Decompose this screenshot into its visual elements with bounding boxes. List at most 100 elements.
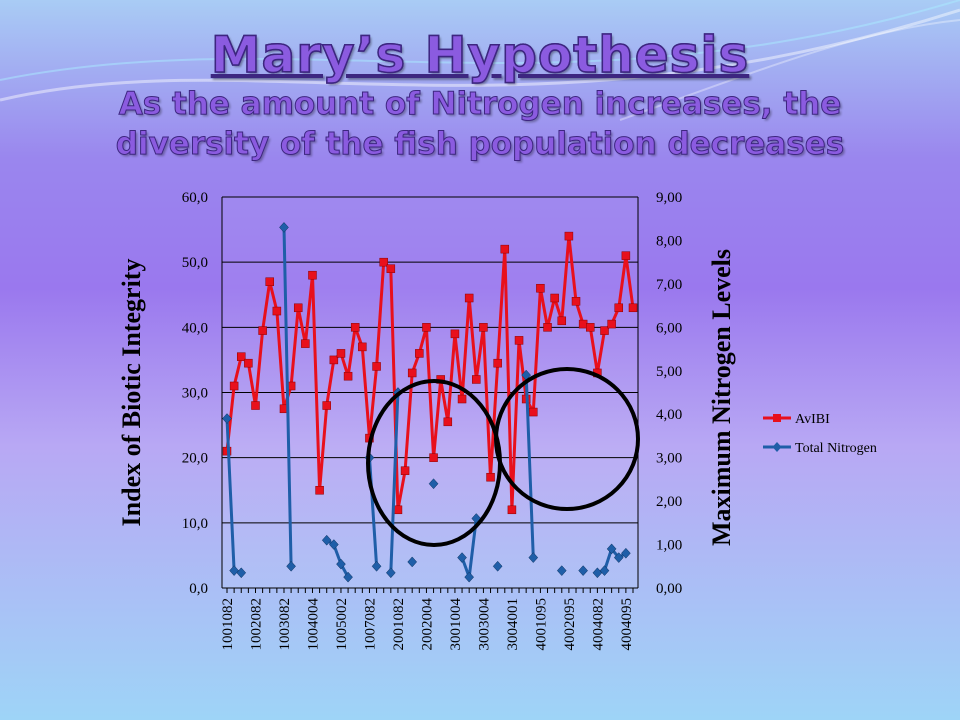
nitrogen-point — [578, 565, 588, 576]
avibi-point — [486, 472, 495, 482]
nitrogen-point — [457, 552, 467, 563]
nitrogen-point — [329, 539, 339, 550]
avibi-point — [350, 323, 360, 332]
avibi-point — [621, 251, 631, 260]
nitrogen-point — [385, 567, 396, 579]
y2-tick-label: 1,00 — [656, 538, 682, 554]
avibi-point — [557, 316, 567, 326]
avibi-point — [265, 277, 274, 286]
x-tick-label: 1002082 — [248, 598, 264, 651]
avibi-point — [472, 375, 481, 384]
x-tick-label: 1003082 — [277, 598, 293, 651]
avibi-point — [315, 486, 324, 495]
slide-title: Mary’s Hypothesis — [210, 25, 750, 85]
y2-tick-label: 9,00 — [656, 190, 682, 206]
y-tick-label: 50,0 — [182, 255, 208, 271]
avibi-point — [443, 417, 453, 427]
avibi-point — [343, 371, 353, 381]
avibi-point — [514, 336, 524, 345]
nitrogen-point — [464, 571, 475, 583]
avibi-point — [536, 283, 545, 293]
avibi-point — [586, 323, 595, 332]
x-tick-label: 1001082 — [220, 598, 236, 651]
nitrogen-point — [556, 565, 567, 576]
avibi-point — [600, 326, 609, 335]
avibi-point — [507, 505, 517, 515]
legend-nitrogen-label: Total Nitrogen — [795, 441, 877, 456]
nitrogen-point — [336, 558, 346, 570]
y-axis-title: Index of Biotic Integrity — [117, 259, 146, 527]
y2-tick-label: 0,00 — [656, 581, 682, 597]
avibi-series-line — [225, 234, 635, 512]
avibi-point — [358, 342, 367, 352]
avibi-point — [407, 368, 417, 378]
x-tick-label: 1007082 — [362, 598, 378, 651]
avibi-point — [229, 381, 239, 391]
avibi-point — [386, 264, 396, 273]
avibi-point — [393, 505, 403, 515]
x-tick-label: 4004095 — [619, 598, 635, 651]
x-tick-label: 4004082 — [590, 598, 606, 651]
y-tick-label: 60,0 — [182, 190, 208, 206]
slide-subtitle: As the amount of Nitrogen increases, the… — [115, 86, 845, 163]
avibi-point — [450, 329, 460, 339]
x-tick-label: 3001004 — [448, 598, 464, 651]
nitrogen-point — [621, 547, 631, 559]
x-tick-label: 3004001 — [505, 598, 521, 651]
nitrogen-point — [428, 478, 439, 490]
avibi-point — [415, 349, 424, 358]
avibi-point — [308, 270, 317, 280]
x-tick-label: 4001095 — [533, 598, 549, 651]
avibi-point — [493, 358, 502, 368]
avibi-point — [244, 358, 253, 368]
nitrogen-point — [606, 543, 617, 555]
avibi-point — [529, 407, 538, 417]
nitrogen-point — [613, 552, 624, 563]
avibi-point — [571, 297, 581, 306]
x-tick-label: 1004004 — [305, 598, 321, 651]
y2-tick-label: 7,00 — [656, 277, 682, 293]
avibi-point — [272, 306, 282, 316]
y-tick-label: 10,0 — [182, 516, 208, 532]
avibi-point — [293, 303, 303, 313]
nitrogen-point — [321, 534, 332, 546]
x-tick-label: 3003004 — [476, 598, 492, 651]
avibi-point — [500, 244, 510, 254]
y-tick-label: 0,0 — [189, 581, 208, 597]
y2-tick-label: 6,00 — [656, 320, 682, 336]
avibi-point — [464, 293, 474, 303]
nitrogen-point — [229, 565, 239, 576]
avibi-point — [564, 231, 574, 241]
avibi-point — [457, 394, 467, 404]
avibi-point — [607, 319, 616, 329]
x-tick-label: 2001082 — [391, 598, 407, 651]
legend-avibi-label: AvIBI — [795, 412, 830, 427]
nitrogen-point — [492, 560, 503, 572]
legend-avibi-marker — [773, 414, 781, 422]
avibi-point — [614, 303, 624, 313]
avibi-point — [628, 303, 638, 313]
avibi-point — [258, 326, 267, 335]
nitrogen-point — [286, 560, 296, 572]
x-tick-label: 4002095 — [562, 598, 578, 651]
nitrogen-point — [599, 565, 610, 576]
avibi-point — [336, 349, 346, 358]
nitrogen-point — [407, 556, 418, 568]
x-tick-label: 1005002 — [334, 598, 350, 651]
avibi-point — [578, 319, 588, 329]
y2-tick-label: 4,00 — [656, 407, 682, 423]
avibi-point — [236, 352, 246, 361]
avibi-point — [429, 453, 438, 462]
legend-nitrogen-marker — [772, 442, 782, 452]
avibi-point — [251, 401, 260, 410]
avibi-point — [479, 323, 488, 332]
avibi-point — [422, 323, 431, 332]
nitrogen-point — [236, 567, 247, 579]
avibi-point — [379, 257, 388, 267]
nitrogen-point — [222, 413, 232, 424]
y2-tick-label: 3,00 — [656, 451, 682, 467]
y-tick-label: 30,0 — [182, 386, 208, 402]
avibi-point — [301, 339, 310, 348]
x-tick-label: 2002004 — [419, 598, 435, 651]
avibi-point — [543, 323, 552, 332]
